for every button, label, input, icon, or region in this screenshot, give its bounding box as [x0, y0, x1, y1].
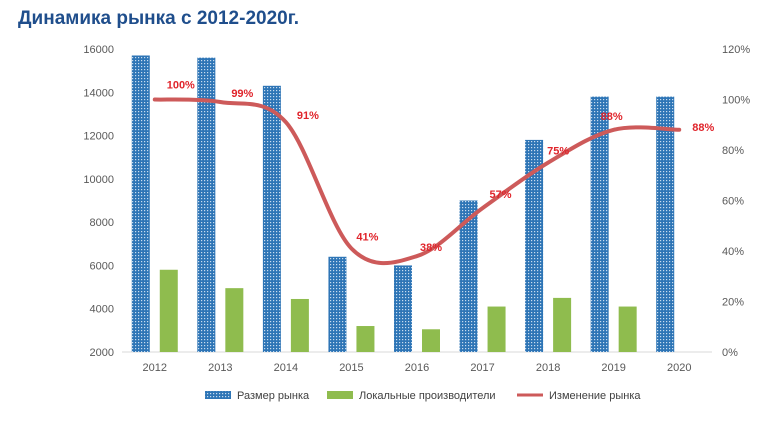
- market-change-label: 38%: [420, 242, 442, 254]
- market-size-bar: [590, 96, 609, 352]
- market-change-label: 88%: [692, 122, 714, 134]
- market-change-label: 91%: [297, 110, 319, 122]
- local-producers-bar: [159, 269, 178, 352]
- y-left-tick-label: 8000: [90, 217, 114, 229]
- legend-label-local-producers: Локальные производители: [359, 390, 496, 402]
- local-producers-bar: [225, 288, 244, 352]
- y-right-tick-label: 100%: [722, 95, 750, 107]
- market-change-label: 100%: [167, 80, 195, 92]
- y-left-tick-label: 14000: [83, 87, 114, 99]
- market-size-bar: [459, 200, 478, 352]
- y-right-tick-label: 40%: [722, 246, 744, 258]
- market-change-line: [152, 97, 682, 266]
- local-producers-bar: [487, 306, 506, 352]
- local-producers-bar: [553, 297, 572, 352]
- legend-label-market-change: Изменение рынка: [549, 390, 641, 402]
- local-producers-bar: [290, 298, 309, 352]
- y-left-tick-label: 12000: [83, 131, 114, 143]
- y-right-tick-label: 120%: [722, 44, 750, 56]
- x-tick-label: 2012: [143, 362, 167, 374]
- x-tick-label: 2017: [470, 362, 494, 374]
- local-producers-bar: [618, 306, 637, 352]
- market-size-bar: [656, 96, 675, 352]
- x-tick-label: 2015: [339, 362, 363, 374]
- x-tick-label: 2020: [667, 362, 691, 374]
- y-right-tick-label: 80%: [722, 145, 744, 157]
- x-tick-label: 2014: [274, 362, 298, 374]
- legend-label-market-size: Размер рынка: [237, 390, 310, 402]
- y-left-tick-label: 10000: [83, 174, 114, 186]
- market-size-bar: [394, 265, 412, 352]
- local-producers-bar: [422, 329, 440, 352]
- market-size-bar: [328, 256, 347, 352]
- x-tick-label: 2016: [405, 362, 429, 374]
- market-size-bar: [262, 85, 281, 353]
- market-change-label: 75%: [547, 146, 569, 158]
- x-tick-label: 2013: [208, 362, 232, 374]
- y-right-tick-label: 60%: [722, 196, 744, 208]
- market-change-label: 99%: [231, 88, 253, 100]
- y-left-tick-label: 2000: [90, 347, 114, 359]
- local-producers-bar: [356, 326, 375, 352]
- market-change-label: 57%: [490, 189, 512, 201]
- chart-title: Динамика рынка с 2012-2020г.: [18, 8, 300, 29]
- y-right-tick-label: 20%: [722, 297, 744, 309]
- y-left-tick-label: 16000: [83, 44, 114, 56]
- market-size-bar: [525, 139, 544, 352]
- legend-swatch-local-producers: [327, 391, 353, 399]
- market-change-label: 88%: [601, 111, 623, 123]
- x-tick-label: 2019: [601, 362, 625, 374]
- x-tick-label: 2018: [536, 362, 560, 374]
- market-size-bar: [131, 55, 150, 352]
- legend-swatch-market-size: [205, 391, 231, 399]
- y-left-tick-label: 4000: [90, 304, 114, 316]
- market-change-label: 41%: [356, 231, 378, 243]
- y-left-tick-label: 6000: [90, 260, 114, 272]
- market-size-bar: [197, 57, 216, 353]
- y-right-tick-label: 0%: [722, 347, 738, 359]
